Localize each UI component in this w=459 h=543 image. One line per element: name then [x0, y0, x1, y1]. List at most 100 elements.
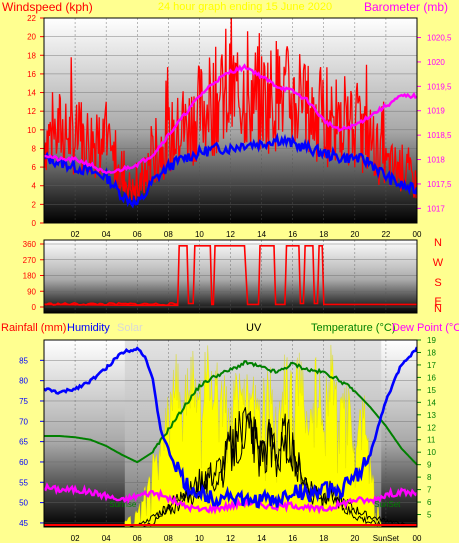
windspeed-axis-title: Windspeed (kph)	[2, 0, 93, 14]
x-tick-label: 12	[226, 534, 235, 543]
y-tick-label-left: 18	[27, 51, 36, 60]
compass-label: N	[434, 303, 442, 315]
x-tick-label: 14	[257, 230, 266, 239]
legend-uv: UV	[246, 322, 262, 334]
y-tick-label-right: 7	[427, 486, 432, 495]
x-tick-label: 06	[133, 230, 142, 239]
y-tick-label-right: 1020	[427, 58, 445, 67]
legend-temperature: Temperature (°C)	[311, 322, 395, 334]
x-tick-label: 14	[257, 534, 266, 543]
y-tick-label-right: 10	[427, 448, 436, 457]
x-tick-label: 16	[288, 230, 297, 239]
y-tick-label-right: 11	[427, 436, 436, 445]
x-tick-label: 10	[195, 534, 204, 543]
y-tick-label-left: 8	[32, 144, 37, 153]
y-tick-label-left: 16	[27, 70, 36, 79]
y-tick-label-right: 1017,5	[427, 180, 452, 189]
y-tick-label-left: 45	[19, 519, 28, 528]
y-tick-label-left: 65	[19, 438, 28, 447]
y-tick-label-left: 22	[27, 14, 36, 23]
x-tick-label: 16	[288, 534, 297, 543]
y-tick-label-left: 85	[19, 356, 28, 365]
temperature-line	[44, 360, 417, 466]
sunset-label: SunSet	[374, 500, 401, 509]
y-tick-label-left: 55	[19, 478, 28, 487]
panel-3-legend: Rainfall (mm) Humidity Solar UV Temperat…	[1, 322, 459, 334]
x-tick-label: 02	[71, 230, 80, 239]
y-tick-label-right: 9	[427, 461, 432, 470]
barometer-axis-title: Barometer (mb)	[364, 0, 448, 14]
graph-title: 24 hour graph ending 15 June 2020	[158, 1, 332, 13]
y-tick-label-left: 12	[27, 107, 36, 116]
y-tick-label-left: 60	[19, 458, 28, 467]
y-tick-label-right: 6	[427, 498, 432, 507]
x-tick-label: 06	[133, 534, 142, 543]
y-tick-label-right: 19	[427, 336, 436, 345]
legend-dew-point: Dew Point (°C)	[392, 322, 459, 334]
y-tick-label-left: 50	[19, 499, 28, 508]
y-tick-label-left: 70	[19, 417, 28, 426]
y-tick-label-left: 180	[23, 272, 37, 281]
y-tick-label-left: 270	[23, 256, 37, 265]
y-tick-label-left: 4	[32, 182, 37, 191]
y-tick-label-right: 12	[427, 423, 436, 432]
x-tick-label: 18	[319, 230, 328, 239]
x-tick-label: 12	[226, 230, 235, 239]
y-tick-label-right: 8	[427, 473, 432, 482]
compass-label: S	[434, 277, 441, 289]
x-tick-label: 02	[71, 534, 80, 543]
humidity-line	[44, 346, 417, 509]
y-tick-label-left: 10	[27, 126, 36, 135]
y-tick-label-left: 2	[32, 200, 37, 209]
y-tick-label-right: 1019	[427, 107, 445, 116]
y-tick-label-left: 80	[19, 377, 28, 386]
x-tick-label: 20	[350, 534, 359, 543]
windspeed-line	[44, 18, 417, 201]
x-tick-label: 18	[319, 534, 328, 543]
x-tick-label: 08	[164, 230, 173, 239]
y-tick-label-right: 13	[427, 411, 436, 420]
legend-rainfall: Rainfall (mm)	[1, 322, 66, 334]
compass-label: N	[434, 237, 442, 249]
x-tick-label: 22	[381, 230, 390, 239]
legend-humidity: Humidity	[67, 322, 110, 334]
y-tick-label-right: 16	[427, 373, 436, 382]
y-tick-label-left: 14	[27, 89, 36, 98]
y-tick-label-right: 15	[427, 386, 436, 395]
legend-solar: Solar	[117, 322, 143, 334]
y-tick-label-left: 360	[23, 240, 37, 249]
y-tick-label-left: 90	[27, 287, 36, 296]
y-tick-label-right: 18	[427, 348, 436, 357]
panel-2-frame	[43, 239, 418, 314]
y-tick-label-right: 17	[427, 361, 436, 370]
x-tick-label: SunSet	[373, 534, 400, 543]
dew-point-line	[44, 482, 417, 515]
y-tick-label-right: 1018	[427, 156, 445, 165]
uv-line-b	[142, 407, 400, 527]
x-tick-label: 04	[102, 230, 111, 239]
y-tick-label-right: 1020,5	[427, 34, 452, 43]
panel-3-frame	[43, 339, 418, 528]
y-tick-label-right: 1017	[427, 204, 445, 213]
wind-direction-line	[44, 245, 417, 307]
x-tick-label: 08	[164, 534, 173, 543]
panel-1-frame	[43, 17, 418, 224]
y-tick-label-left: 6	[32, 163, 37, 172]
wind-direction-line-early	[44, 302, 177, 307]
y-tick-label-right: 14	[427, 398, 436, 407]
x-tick-label: 20	[350, 230, 359, 239]
uv-line-a	[44, 411, 417, 527]
y-tick-label-right: 1018,5	[427, 131, 452, 140]
barometer-line	[44, 63, 417, 175]
average-wind-line	[44, 132, 417, 209]
humidity-temperature-panel: Sunrise SunSet 45 50 55 60 65 70 75 80 85 5 6 7 8 9 10…	[19, 336, 436, 543]
x-tick-label: 00	[413, 230, 422, 239]
y-tick-label-left: 20	[27, 33, 36, 42]
x-tick-label: 10	[195, 230, 204, 239]
x-tick-label: 00	[413, 534, 422, 543]
y-tick-label-left: 0	[32, 219, 37, 228]
y-tick-label-left: 0	[32, 303, 37, 312]
